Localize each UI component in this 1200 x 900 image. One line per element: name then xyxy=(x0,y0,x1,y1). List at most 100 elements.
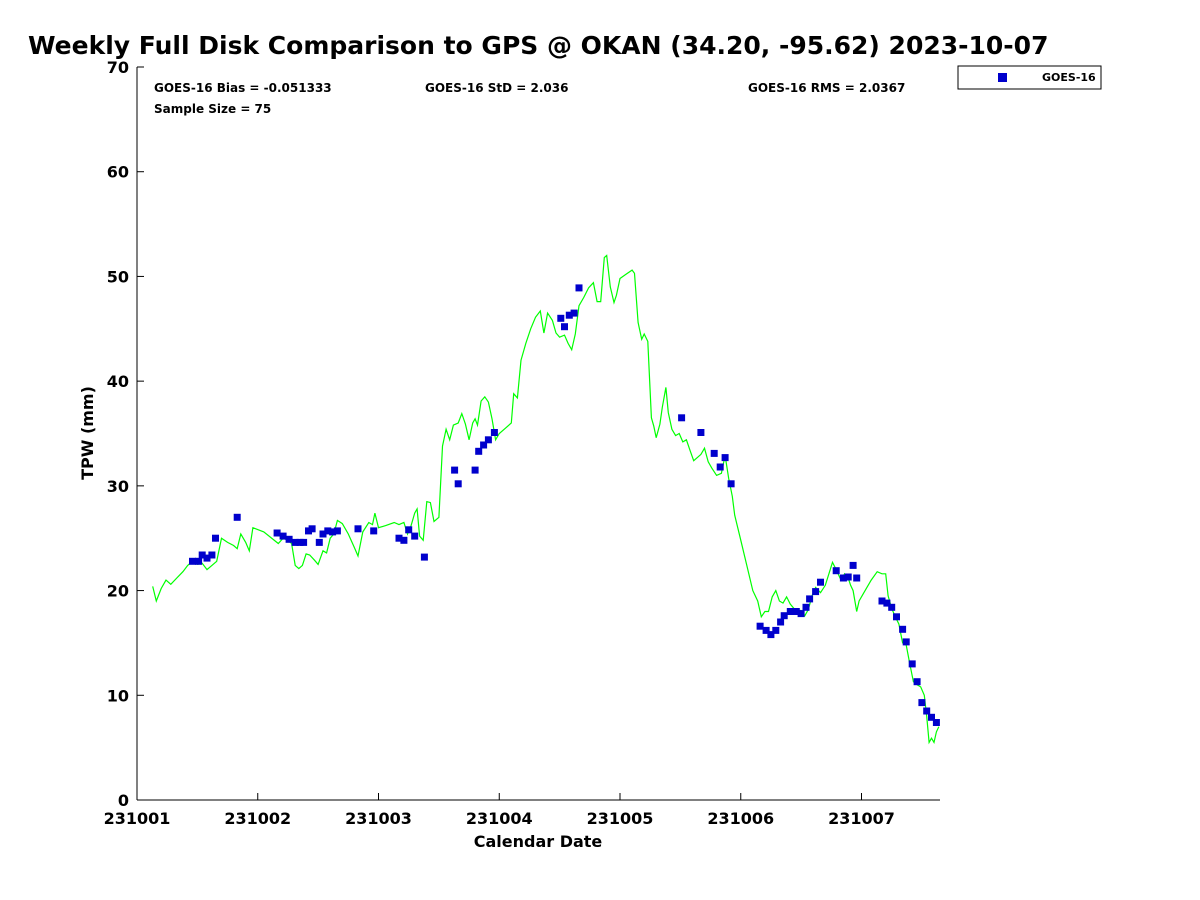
goes-16-point xyxy=(844,573,852,581)
goes-16-point xyxy=(189,557,196,565)
goes-16-point xyxy=(319,530,327,538)
y-tick-label: 10 xyxy=(107,686,129,705)
x-axis-label: Calendar Date xyxy=(474,832,603,851)
goes-16-point xyxy=(405,526,413,534)
legend: GOES-16 xyxy=(957,65,1102,90)
goes-16-point xyxy=(792,608,800,615)
x-tick-label: 231003 xyxy=(345,809,412,828)
goes-16-point xyxy=(575,284,583,292)
goes-16-point xyxy=(762,626,770,634)
goes-16-point xyxy=(561,323,568,331)
legend-marker xyxy=(998,73,1007,82)
stat-sample-size: Sample Size = 75 xyxy=(154,102,271,116)
x-tick-label: 231006 xyxy=(707,809,774,828)
goes-16-point xyxy=(300,538,308,546)
goes-16-point xyxy=(817,578,824,586)
goes-16-point xyxy=(678,414,686,422)
goes-16-point xyxy=(839,574,847,582)
goes-16-point xyxy=(756,622,764,630)
goes-16-point xyxy=(923,707,931,715)
goes-16-point xyxy=(195,557,203,565)
goes-16-point xyxy=(557,314,565,322)
goes-16-point xyxy=(475,447,483,455)
goes-16-point xyxy=(697,429,705,436)
goes-16-point xyxy=(395,534,403,542)
goes-16-point xyxy=(908,660,916,668)
goes-16-point xyxy=(454,480,462,488)
goes-16-point xyxy=(400,536,408,544)
goes-16-point xyxy=(913,678,921,686)
legend-entry: GOES-16 xyxy=(1042,71,1096,84)
goes-16-point xyxy=(883,599,891,607)
goes-16-point xyxy=(285,535,293,543)
goes-16-point xyxy=(565,311,573,319)
goes-16-point xyxy=(370,527,378,535)
goes-16-point xyxy=(849,561,857,569)
goes-16-point xyxy=(806,595,814,603)
goes-16-point xyxy=(420,553,428,561)
x-tick-label: 231007 xyxy=(828,809,895,828)
goes-16-point xyxy=(899,625,907,633)
y-tick-label: 60 xyxy=(107,163,129,182)
y-axis-label: TPW (mm) xyxy=(78,386,97,480)
goes-16-point xyxy=(932,719,940,726)
goes-16-point xyxy=(797,610,805,618)
goes-16-point xyxy=(772,626,780,634)
x-tick-label: 231002 xyxy=(224,809,291,828)
goes-16-point xyxy=(333,527,341,535)
goes-16-point xyxy=(878,597,886,605)
goes-16-point xyxy=(315,538,323,546)
goes-16-point xyxy=(203,554,211,562)
goes-16-point xyxy=(853,574,861,582)
goes-16-point xyxy=(354,525,362,533)
goes-16-point xyxy=(233,513,241,521)
goes-16-point xyxy=(329,528,337,536)
goes-16-point xyxy=(305,527,312,535)
gps-series-line xyxy=(152,254,940,745)
y-axis-ticks: 0 10 20 30 40 50 60 70 xyxy=(107,58,144,810)
goes-16-point xyxy=(471,466,479,474)
stat-rms: GOES-16 RMS = 2.0367 xyxy=(748,81,905,95)
chart-title: Weekly Full Disk Comparison to GPS @ OKA… xyxy=(28,31,1048,60)
goes-16-point xyxy=(324,527,332,535)
goes-16-point xyxy=(767,631,775,639)
x-tick-label: 231001 xyxy=(104,809,171,828)
goes-16-point xyxy=(296,538,304,546)
goes-16-point xyxy=(802,603,810,611)
goes-16-point xyxy=(710,449,718,457)
goes-16-point xyxy=(902,638,910,646)
goes-16-point xyxy=(308,525,316,533)
x-tick-label: 231004 xyxy=(466,809,533,828)
y-tick-label: 50 xyxy=(107,267,129,286)
goes-16-point xyxy=(716,463,724,471)
y-tick-label: 20 xyxy=(107,582,129,601)
y-tick-label: 70 xyxy=(107,58,129,77)
y-tick-label: 0 xyxy=(118,791,129,810)
x-axis-ticks: 231001 231002 231003 231004 231005 231006 2310… xyxy=(104,793,895,828)
goes-16-point xyxy=(198,551,206,559)
goes-16-point xyxy=(212,534,219,542)
goes-16-point xyxy=(291,538,299,546)
y-tick-label: 30 xyxy=(107,477,129,496)
goes-16-point xyxy=(727,480,735,488)
x-tick-label: 231005 xyxy=(587,809,654,828)
goes-16-point xyxy=(812,588,820,596)
goes-16-point xyxy=(411,532,419,540)
goes-16-point xyxy=(777,618,785,626)
goes-16-point xyxy=(928,713,935,721)
goes-16-point xyxy=(279,532,287,540)
goes-16-point xyxy=(480,441,488,449)
goes-16-point xyxy=(208,551,216,559)
goes-16-point xyxy=(786,608,794,615)
goes-16-point xyxy=(832,567,840,575)
goes-16-point xyxy=(918,699,926,707)
goes-16-point xyxy=(893,613,900,621)
stat-bias: GOES-16 Bias = -0.051333 xyxy=(154,81,332,95)
goes-16-point xyxy=(273,529,281,537)
goes-16-point xyxy=(451,466,459,474)
goes-16-point xyxy=(490,429,498,436)
goes-16-point xyxy=(721,454,729,462)
y-tick-label: 40 xyxy=(107,372,129,391)
goes-16-point xyxy=(888,603,896,611)
